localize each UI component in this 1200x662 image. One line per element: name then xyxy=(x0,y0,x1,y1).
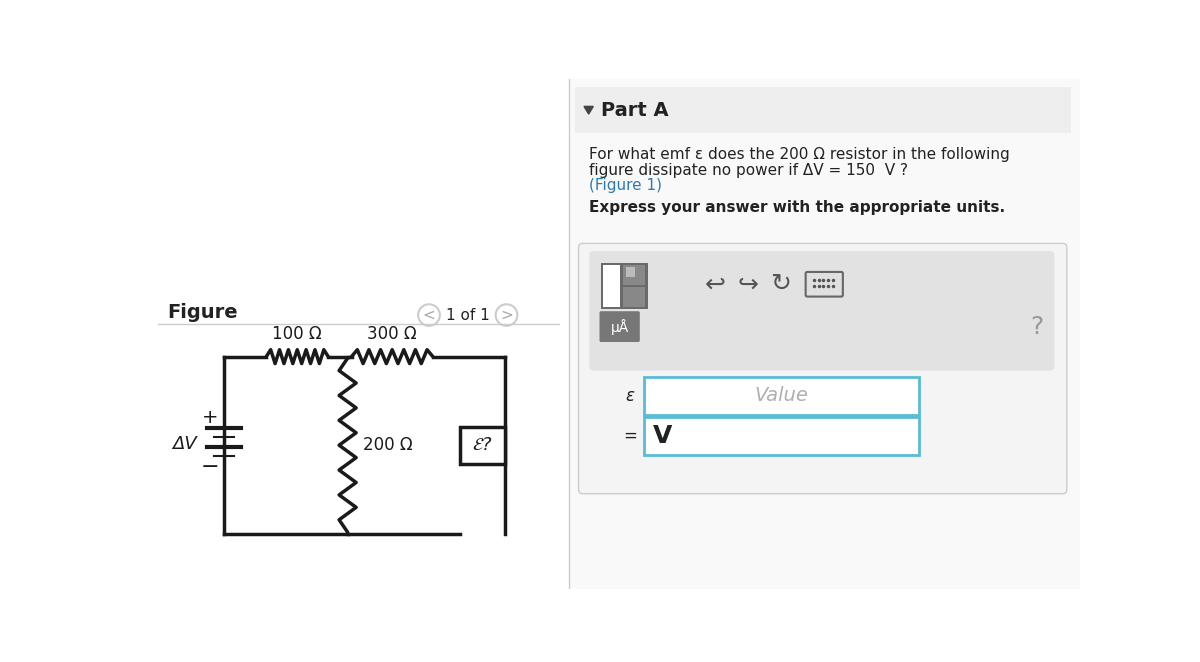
Bar xyxy=(575,87,1070,133)
FancyBboxPatch shape xyxy=(578,244,1067,494)
FancyBboxPatch shape xyxy=(600,311,640,342)
Text: +: + xyxy=(202,408,218,427)
Bar xyxy=(623,265,646,285)
Text: figure dissipate no power if ΔV = 150  V ?: figure dissipate no power if ΔV = 150 V … xyxy=(589,163,908,177)
Text: 300 Ω: 300 Ω xyxy=(367,325,418,343)
Text: Figure: Figure xyxy=(167,303,238,322)
Bar xyxy=(150,79,569,589)
Text: Express your answer with the appropriate units.: Express your answer with the appropriate… xyxy=(589,199,1006,214)
Text: ΔV: ΔV xyxy=(173,435,197,453)
Bar xyxy=(626,267,635,277)
FancyBboxPatch shape xyxy=(589,251,1055,371)
FancyBboxPatch shape xyxy=(805,272,842,297)
Text: ?: ? xyxy=(1031,314,1044,338)
Text: μÅ: μÅ xyxy=(611,318,629,334)
Text: V: V xyxy=(653,424,672,448)
Text: >: > xyxy=(500,308,512,322)
Text: 100 Ω: 100 Ω xyxy=(272,325,322,343)
Bar xyxy=(604,265,620,307)
Bar xyxy=(601,263,648,309)
Bar xyxy=(569,79,1080,589)
Text: <: < xyxy=(422,308,436,322)
Text: (Figure 1): (Figure 1) xyxy=(589,178,662,193)
Text: Value: Value xyxy=(755,387,808,405)
Text: ε: ε xyxy=(625,387,635,405)
Text: ↻: ↻ xyxy=(770,272,791,297)
Text: =: = xyxy=(623,427,637,445)
Text: ↩: ↩ xyxy=(706,272,726,297)
FancyBboxPatch shape xyxy=(643,377,919,415)
Text: For what emf ε does the 200 Ω resistor in the following: For what emf ε does the 200 Ω resistor i… xyxy=(589,147,1010,162)
Bar xyxy=(623,287,646,307)
Polygon shape xyxy=(584,107,593,114)
Text: Part A: Part A xyxy=(601,101,668,120)
Bar xyxy=(460,427,505,463)
Text: −: − xyxy=(200,457,218,477)
FancyBboxPatch shape xyxy=(643,416,919,455)
Text: ↪: ↪ xyxy=(738,272,758,297)
Text: 200 Ω: 200 Ω xyxy=(364,436,413,454)
Text: $\mathcal{E}$?: $\mathcal{E}$? xyxy=(472,436,493,454)
Text: 1 of 1: 1 of 1 xyxy=(446,308,490,322)
